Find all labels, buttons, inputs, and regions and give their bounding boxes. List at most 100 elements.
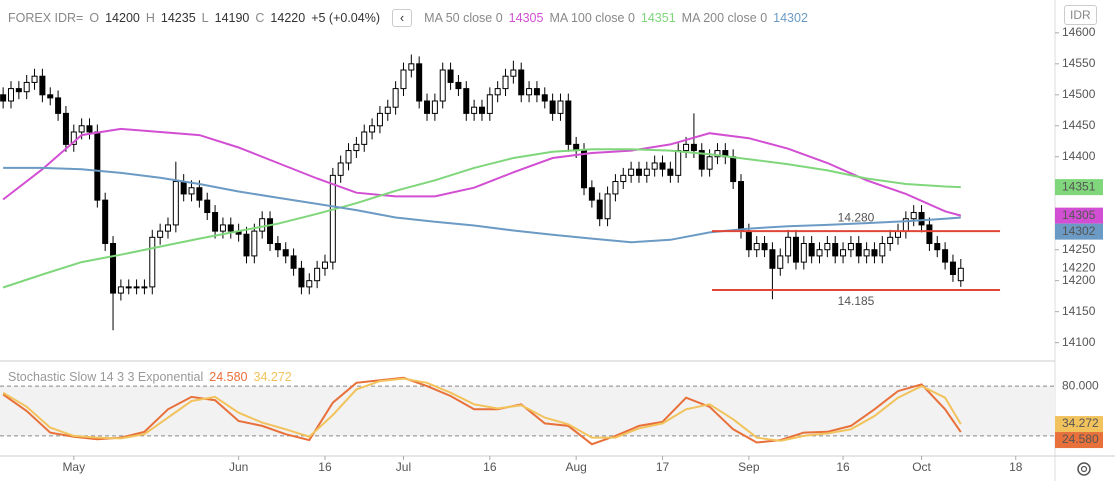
- ohlc-label: H: [145, 11, 155, 25]
- candle-body: [47, 94, 54, 99]
- ohlc-value: 14235: [160, 11, 196, 25]
- candle-body: [667, 168, 674, 176]
- candle-body: [730, 156, 737, 183]
- candle-body: [259, 218, 266, 232]
- candle-body: [78, 125, 85, 133]
- candle-body: [643, 168, 650, 176]
- candle-body: [86, 125, 93, 133]
- candle-body: [274, 243, 281, 251]
- x-tick-label: Oct: [912, 460, 931, 474]
- ohlc-label: O: [89, 11, 100, 25]
- candle-body: [918, 212, 925, 226]
- indicator-value: 24.580: [209, 370, 248, 384]
- candle-body: [502, 75, 509, 90]
- candle-body: [345, 150, 352, 164]
- candle-body: [596, 199, 603, 220]
- gear-hub: [1080, 465, 1088, 473]
- y-tick-label: 14500: [1062, 87, 1096, 101]
- candle-body: [408, 63, 415, 71]
- candle-body: [832, 243, 839, 257]
- price-badge-label: 34.272: [1062, 416, 1099, 430]
- ma-line: [2, 127, 962, 217]
- y-tick-label: 14250: [1062, 242, 1096, 256]
- candle-body: [620, 174, 627, 183]
- candle-body: [753, 243, 760, 251]
- price-badge: [1055, 416, 1103, 433]
- candle-body: [557, 100, 564, 114]
- candle-body: [31, 75, 38, 83]
- x-tick-label: Jun: [229, 460, 248, 474]
- candle-body: [416, 63, 423, 102]
- candle-body: [761, 243, 768, 251]
- indicator-name: Stochastic Slow 14 3 3 Exponential: [8, 370, 204, 384]
- candle-body: [282, 249, 289, 257]
- candle-body: [879, 243, 886, 257]
- candle-body: [651, 162, 658, 170]
- price-badge-label: 14305: [1062, 208, 1096, 222]
- candle-body: [337, 162, 344, 176]
- candle-body: [683, 143, 690, 152]
- candle-body: [23, 81, 30, 93]
- y-tick-label: 14200: [1062, 273, 1096, 287]
- candle-body: [384, 106, 391, 114]
- candle-body: [306, 280, 313, 288]
- candle-body: [926, 224, 933, 245]
- candle-body: [863, 249, 870, 257]
- candle-body: [102, 199, 109, 245]
- candle-body: [494, 88, 501, 96]
- y-tick-label: 14450: [1062, 118, 1096, 132]
- candle-body: [204, 199, 211, 214]
- last-price-label: 14220: [1062, 260, 1096, 274]
- candle-body: [675, 150, 682, 176]
- candle-body: [800, 243, 807, 263]
- candle-body: [157, 230, 164, 238]
- candle-body: [949, 261, 956, 275]
- candle-body: [455, 81, 462, 90]
- candle-body: [510, 69, 517, 77]
- y-tick-label: 14550: [1062, 56, 1096, 70]
- price-badge-label: 24.580: [1062, 432, 1099, 446]
- ma-name: MA 100 close 0: [549, 11, 635, 25]
- candle-body: [565, 100, 572, 145]
- ma-line: [3, 166, 961, 244]
- settings-icon[interactable]: [1077, 462, 1091, 476]
- horizontal-line-label: 14.185: [838, 294, 875, 308]
- gear-ring: [1077, 462, 1091, 476]
- x-tick-label: Aug: [565, 460, 586, 474]
- candle-body: [227, 224, 234, 232]
- ma-name: MA 50 close 0: [424, 11, 503, 25]
- candle-body: [94, 131, 101, 201]
- header: FOREX IDR= O 14200 H 14235 L 14190 C 14220 +…: [8, 9, 808, 27]
- candle-body: [212, 212, 219, 232]
- candle-body: [659, 162, 666, 170]
- x-tick-label: 16: [483, 460, 497, 474]
- candle-body: [424, 100, 431, 114]
- collapse-button[interactable]: ‹: [391, 9, 413, 27]
- x-tick-label: Jul: [396, 460, 411, 474]
- ma-line: [2, 148, 961, 289]
- candle-body: [706, 156, 713, 170]
- candle-body: [298, 267, 305, 288]
- candle-body: [957, 267, 964, 282]
- candle-body: [55, 97, 62, 114]
- currency-button[interactable]: IDR: [1064, 5, 1097, 25]
- candle-body: [196, 187, 203, 201]
- candle-body: [180, 181, 187, 195]
- candle-body: [549, 100, 556, 114]
- ohlc-label: L: [201, 11, 209, 25]
- candle-body: [533, 88, 540, 96]
- candle-body: [290, 255, 297, 269]
- candle-body: [376, 112, 383, 127]
- candle-body: [887, 236, 894, 245]
- candle-body: [785, 236, 792, 257]
- candle-body: [816, 249, 823, 257]
- candle-body: [361, 131, 368, 145]
- ma-value: 14351: [640, 11, 676, 25]
- candle-body: [141, 286, 148, 289]
- ma-value: 14305: [508, 11, 544, 25]
- x-tick-label: 16: [836, 460, 850, 474]
- candle-body: [690, 143, 697, 152]
- candle-body: [392, 88, 399, 108]
- candle-body: [62, 112, 69, 145]
